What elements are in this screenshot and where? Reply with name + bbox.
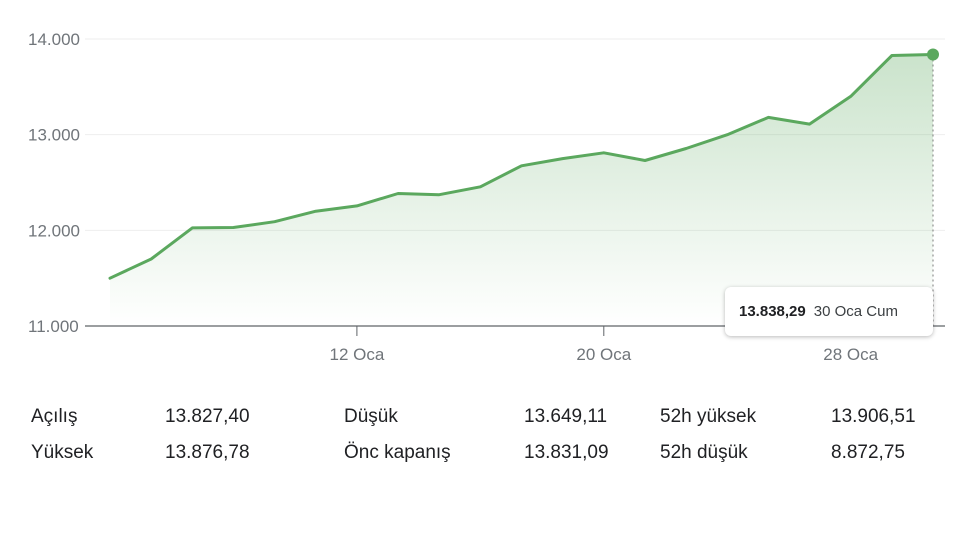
stats-row: Yüksek 13.876,78 Önc kapanış 13.831,09 5… xyxy=(31,434,931,470)
x-tick-label: 28 Oca xyxy=(823,345,878,364)
y-tick-label: 13.000 xyxy=(28,126,80,145)
y-tick-label: 14.000 xyxy=(28,30,80,49)
price-area-fill xyxy=(110,54,933,326)
x-tick-label: 12 Oca xyxy=(329,345,384,364)
tooltip-date: 30 Oca Cum xyxy=(813,303,898,320)
y-tick-label: 11.000 xyxy=(28,317,79,336)
price-chart[interactable]: 14.000 13.000 12.000 11.000 12 Oca 20 Oca 28 … xyxy=(0,0,960,390)
tooltip-value: 13.838,29 xyxy=(739,303,806,320)
x-tick-label: 20 Oca xyxy=(576,345,631,364)
stat-value-high: 13.876,78 xyxy=(165,442,250,463)
stat-value-low: 13.649,11 xyxy=(524,406,608,427)
stat-label-52w-low: 52h düşük xyxy=(660,442,748,463)
y-tick-label: 12.000 xyxy=(28,221,80,240)
stat-value-52w-low: 8.872,75 xyxy=(831,442,905,463)
stat-label-high: Yüksek xyxy=(31,442,94,463)
last-price-point[interactable] xyxy=(927,48,939,61)
stat-label-low: Düşük xyxy=(344,406,398,427)
stat-value-prev-close: 13.831,09 xyxy=(524,442,609,463)
stat-value-52w-high: 13.906,51 xyxy=(831,406,916,427)
stat-label-prev-close: Önc kapanış xyxy=(344,442,451,463)
stat-value-open: 13.827,40 xyxy=(165,406,250,427)
stats-table: Açılış 13.827,40 Düşük 13.649,11 52h yük… xyxy=(31,398,931,470)
price-line xyxy=(108,53,935,280)
price-tooltip: 13.838,29 30 Oca Cum xyxy=(725,287,933,336)
stat-label-open: Açılış xyxy=(31,406,78,427)
stats-row: Açılış 13.827,40 Düşük 13.649,11 52h yük… xyxy=(31,398,931,434)
stat-label-52w-high: 52h yüksek xyxy=(660,406,757,427)
